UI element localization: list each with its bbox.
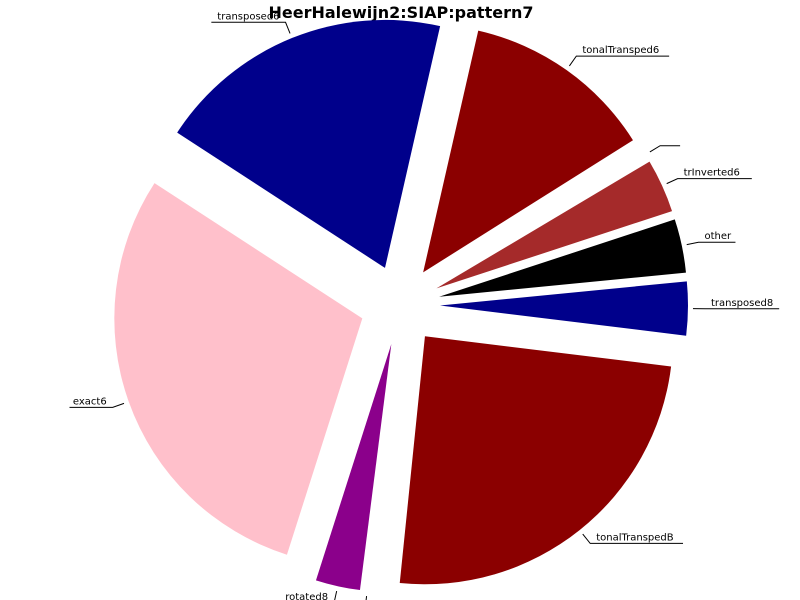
leader-line: [568, 55, 670, 67]
leader-line: [334, 590, 338, 600]
leader-line: [686, 241, 736, 246]
slice-trinverted6: [436, 161, 673, 289]
slice-label-trinverted6: trInverted6: [684, 168, 740, 179]
slice-label-tonaltransped6: tonalTransped6: [582, 45, 659, 56]
slice-blank-3: [434, 151, 648, 285]
slice-tonaltransped6: [423, 30, 633, 273]
slice-label-exact6: exact6: [73, 396, 107, 407]
slice-label-other: other: [704, 231, 732, 242]
slice-other: [439, 219, 686, 297]
leader-line: [582, 533, 684, 544]
slice-rotated8: [315, 344, 392, 591]
pie-slices: [114, 19, 688, 592]
slice-label-transposed8: transposed8: [711, 298, 773, 309]
leader-line: [69, 402, 125, 408]
pie-labels: transposed8 other trInverted6 tonalTransped…: [69, 11, 780, 600]
slice-blank-8: [364, 344, 396, 592]
leader-line: [649, 145, 681, 153]
slice-label-rotated8: rotated8: [285, 592, 328, 600]
slice-transposed8: [439, 281, 688, 336]
slice-tonaltranspedb: [399, 336, 672, 585]
slice-exact6: [114, 183, 363, 555]
leader-line: [365, 596, 368, 600]
slice-label-tonaltranspedb: tonalTranspedB: [596, 532, 674, 543]
chart-title: HeerHalewijn2:SIAP:pattern7: [269, 3, 534, 22]
leader-line: [211, 21, 291, 34]
leader-line: [666, 178, 752, 185]
slice-transposed6: [177, 19, 441, 268]
slice-label-transposed6: transposed6: [217, 11, 279, 22]
